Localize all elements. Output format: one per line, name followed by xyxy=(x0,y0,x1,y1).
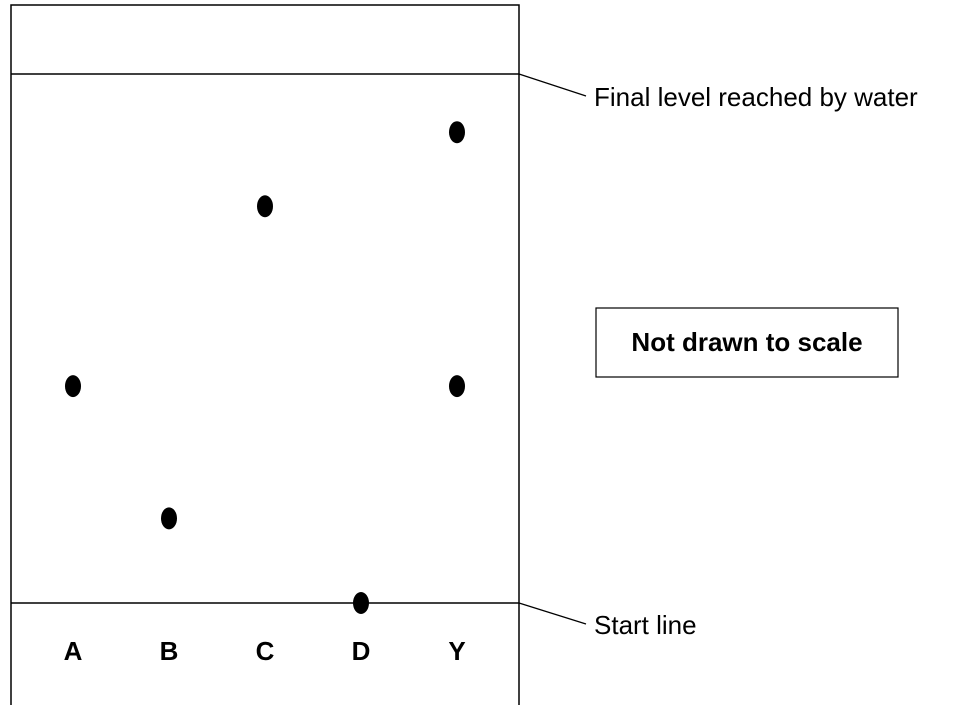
spot-d-1 xyxy=(353,592,369,614)
chromatography-paper xyxy=(10,4,520,705)
lane-label-c: C xyxy=(256,636,275,666)
spot-a-1 xyxy=(65,375,81,398)
start-line-leader xyxy=(518,602,587,625)
final-level-leader xyxy=(518,73,587,97)
spot-y-2 xyxy=(449,375,465,398)
spots-group xyxy=(65,121,465,614)
spot-b-1 xyxy=(161,507,177,530)
start-line-label: Start line xyxy=(594,610,697,640)
not-to-scale-note: Not drawn to scale xyxy=(631,327,862,357)
lane-label-a: A xyxy=(64,636,83,666)
lane-label-b: B xyxy=(160,636,179,666)
spot-y-1 xyxy=(449,121,465,144)
spot-c-1 xyxy=(257,195,273,218)
final-level-label: Final level reached by water xyxy=(594,82,918,112)
lane-label-d: D xyxy=(352,636,371,666)
lane-label-y: Y xyxy=(448,636,465,666)
not-to-scale-box xyxy=(595,307,899,378)
